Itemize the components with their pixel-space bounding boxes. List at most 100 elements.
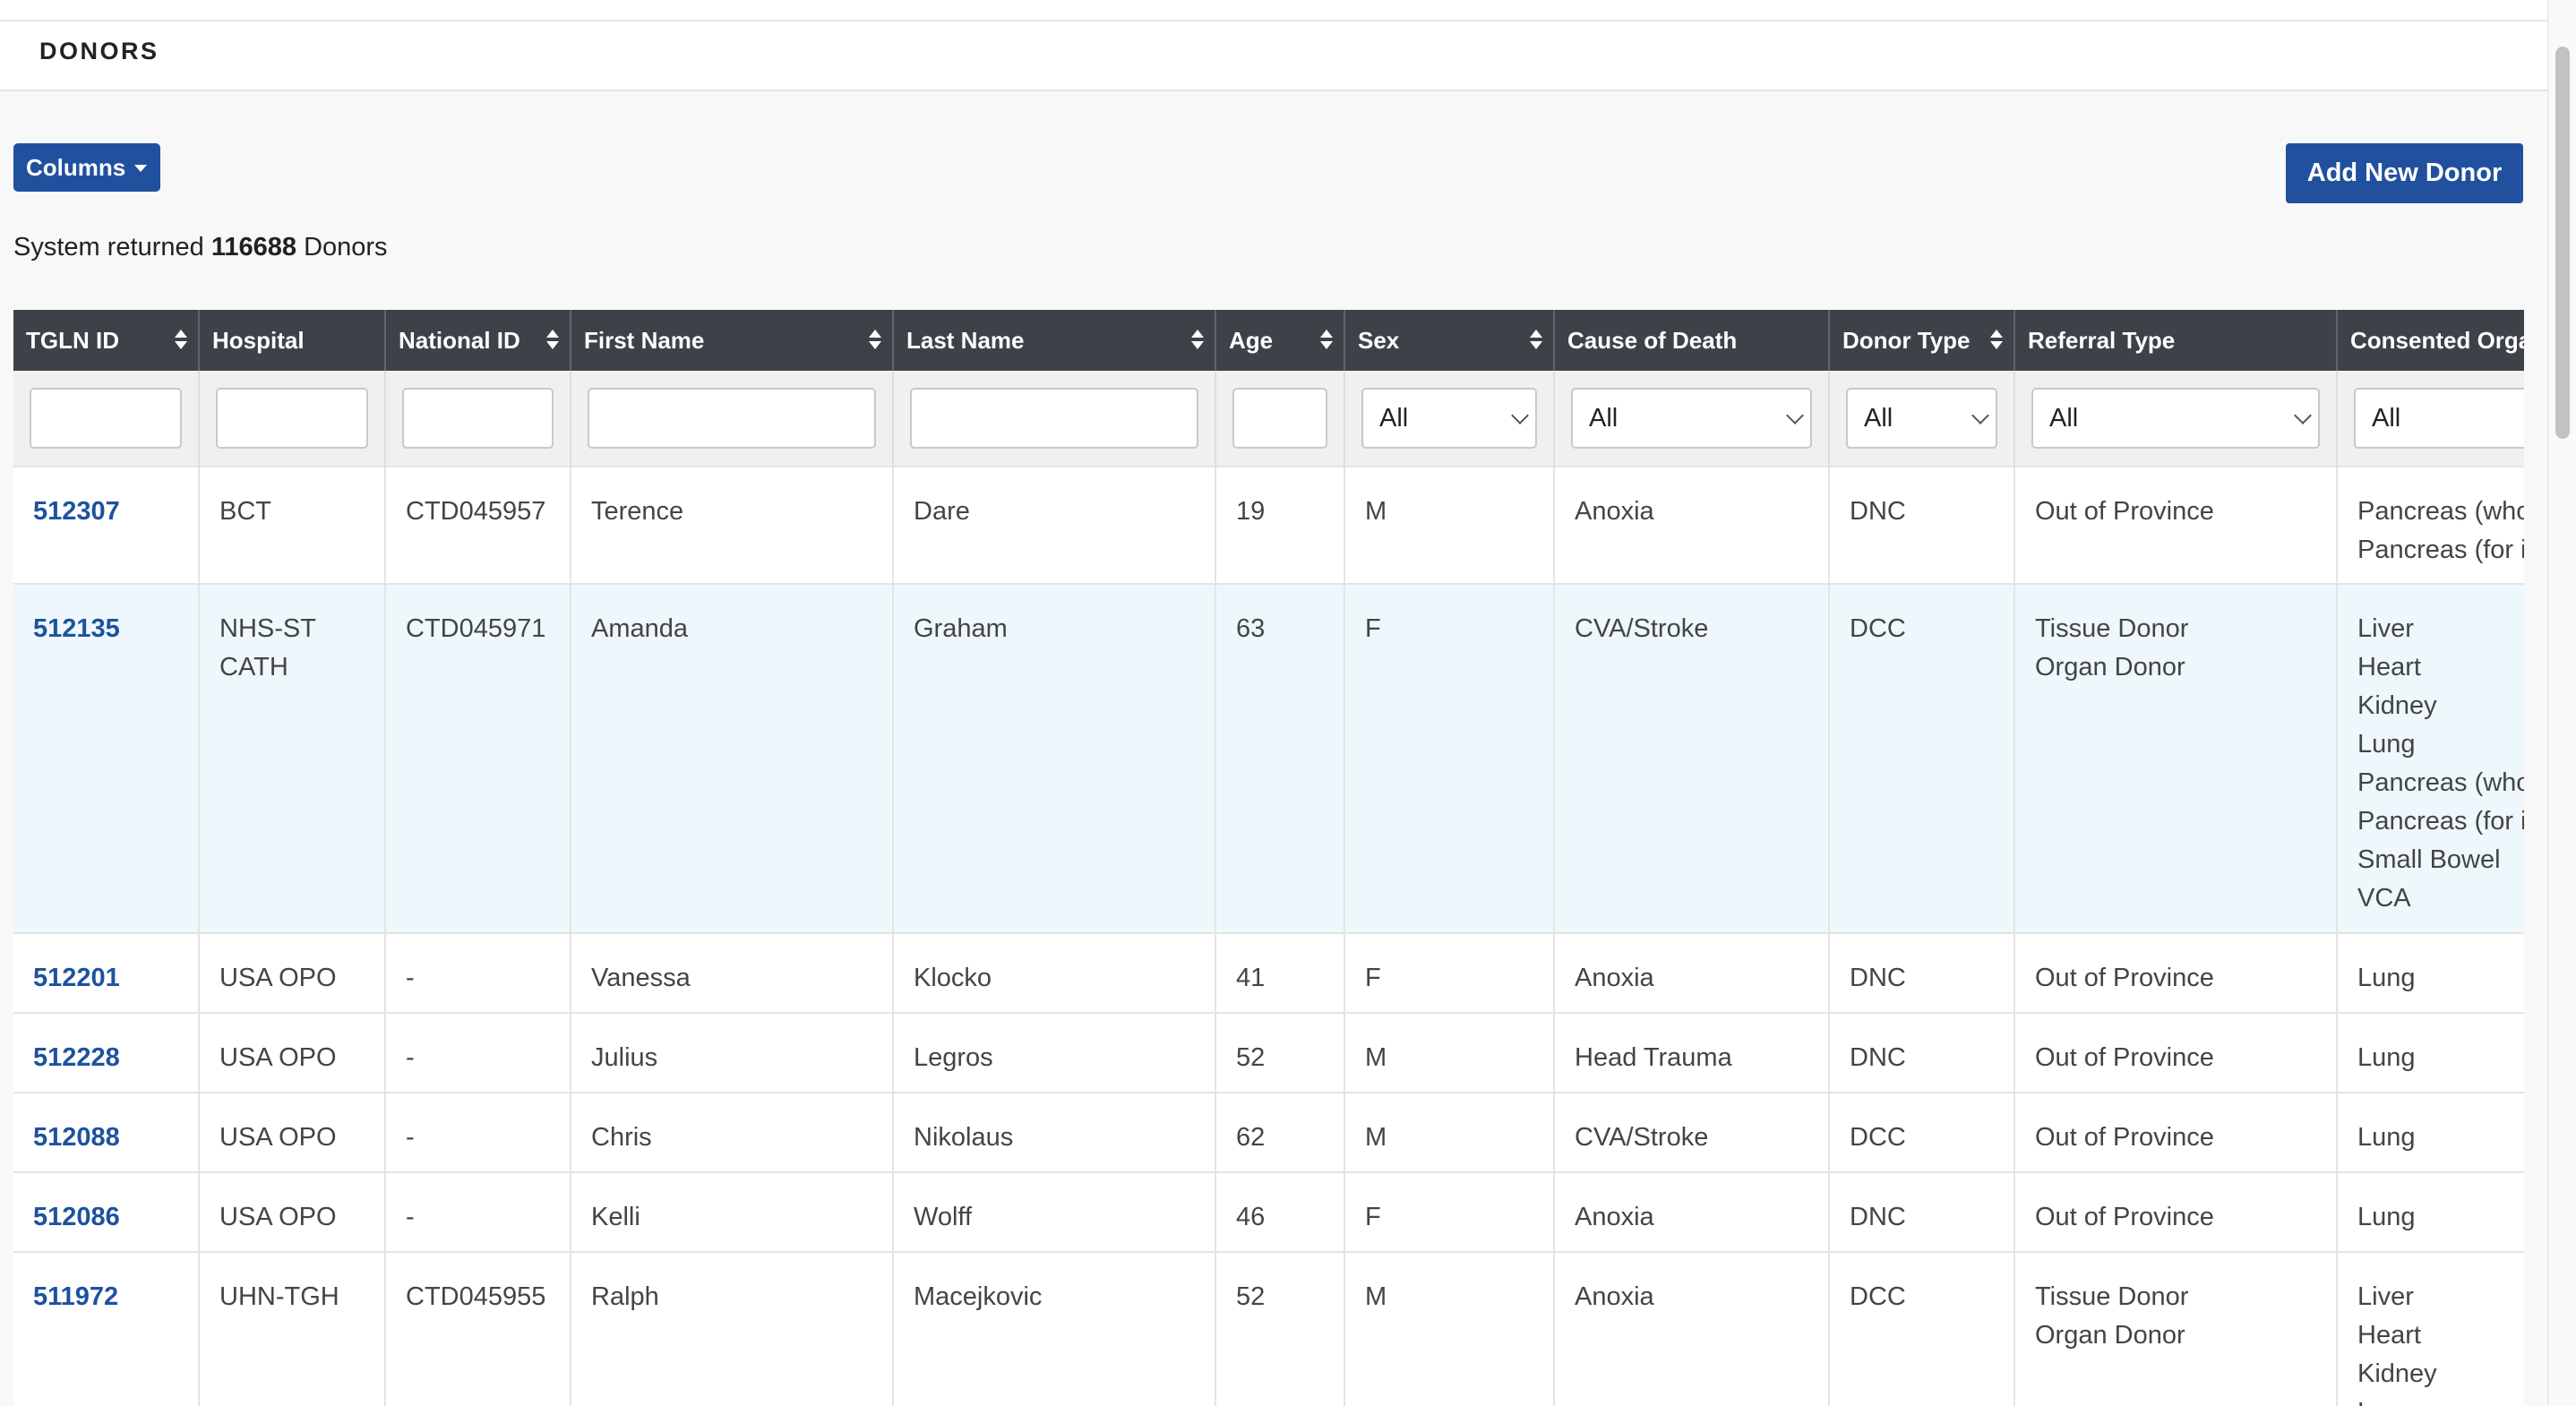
column-header-donor-type[interactable]: Donor Type [1829, 310, 2015, 371]
cause-of-death-cell: Anoxia [1575, 1203, 1654, 1231]
consented-organs-cell: Small Bowel [2357, 845, 2501, 874]
consented-organs-cell: Pancreas (for i [2357, 536, 2524, 564]
sex-filter-select[interactable]: All [1361, 388, 1537, 449]
national-id-cell: - [406, 1123, 415, 1152]
consented-organs-cell: Lung [2357, 1393, 2524, 1406]
tgln-id-link[interactable]: 512086 [33, 1203, 120, 1231]
donor-type-cell: DNC [1850, 1203, 1906, 1231]
summary-prefix: System returned [13, 233, 204, 261]
hospital-cell: USA OPO [219, 1123, 337, 1152]
caret-down-icon [134, 165, 147, 172]
sort-icon[interactable] [1320, 330, 1333, 351]
first-name-cell: Kelli [591, 1203, 640, 1231]
cause-of-death-cell: Anoxia [1575, 497, 1654, 526]
sex-cell: M [1365, 497, 1387, 526]
consented-organs-cell: Liver [2357, 1282, 2414, 1311]
sort-icon[interactable] [1530, 330, 1542, 351]
hospital-cell: USA OPO [219, 1043, 337, 1072]
table-row: 512307 BCT CTD045957 Terence Dare 19 M Anoxia DN… [13, 466, 2524, 584]
last-name-cell: Klocko [914, 964, 992, 992]
consented-organs-cell: Kidney [2357, 691, 2437, 720]
sex-cell: F [1365, 964, 1381, 992]
sort-icon[interactable] [1990, 330, 2003, 351]
age-filter-input[interactable] [1232, 388, 1327, 449]
age-cell: 52 [1236, 1282, 1266, 1311]
column-header-tgln-id[interactable]: TGLN ID [13, 310, 200, 371]
donor-type-cell: DNC [1850, 497, 1906, 526]
add-new-donor-button[interactable]: Add New Donor [2286, 143, 2523, 203]
scrollbar-thumb[interactable] [2555, 47, 2570, 439]
consented-organs-cell: Pancreas (who [2357, 497, 2524, 526]
tgln-id-filter-input[interactable] [30, 388, 182, 449]
filter-row: All All All All All [13, 371, 2524, 467]
consented-organs-cell: Lung [2357, 1123, 2416, 1152]
last-name-cell: Macejkovic [914, 1282, 1043, 1311]
last-name-filter-input[interactable] [910, 388, 1198, 449]
tgln-id-link[interactable]: 512088 [33, 1123, 120, 1152]
column-header-national-id[interactable]: National ID [385, 310, 571, 371]
donor-type-cell: DNC [1850, 964, 1906, 992]
national-id-cell: CTD045971 [406, 614, 546, 643]
cause-of-death-filter-select[interactable]: All [1571, 388, 1812, 449]
table-row: 512086 USA OPO - Kelli Wolff 46 F Anoxia DNC Out … [13, 1171, 2524, 1252]
age-cell: 52 [1236, 1043, 1266, 1072]
tgln-id-link[interactable]: 512135 [33, 614, 120, 643]
tgln-id-link[interactable]: 512201 [33, 964, 120, 992]
donors-table-container: TGLN ID Hospital National ID First Name … [13, 310, 2524, 1406]
sort-icon[interactable] [546, 330, 559, 351]
referral-type-cell: Out of Province [2035, 497, 2214, 526]
referral-type-cell: Out of Province [2035, 964, 2214, 992]
column-header-last-name[interactable]: Last Name [893, 310, 1216, 371]
hospital-cell: CATH [219, 653, 288, 682]
hospital-filter-input[interactable] [216, 388, 368, 449]
referral-type-filter-select[interactable]: All [2031, 388, 2320, 449]
page-title: DONORS [39, 38, 159, 64]
consented-organs-cell: Lung [2357, 964, 2416, 992]
tgln-id-link[interactable]: 511972 [33, 1282, 119, 1311]
first-name-cell: Vanessa [591, 964, 691, 992]
referral-type-cell: Tissue Donor [2035, 1282, 2189, 1311]
national-id-filter-input[interactable] [402, 388, 554, 449]
result-count: 116688 [210, 233, 296, 261]
consented-organs-cell: Pancreas (who [2357, 768, 2524, 797]
column-header-age[interactable]: Age [1215, 310, 1345, 371]
national-id-cell: - [406, 964, 415, 992]
consented-organs-cell: VCA [2357, 884, 2411, 913]
consented-organs-cell: Lung [2357, 1203, 2416, 1231]
donors-table: TGLN ID Hospital National ID First Name … [13, 310, 2524, 1406]
age-cell: 62 [1236, 1123, 1266, 1152]
tgln-id-link[interactable]: 512228 [33, 1043, 120, 1072]
referral-type-cell: Out of Province [2035, 1043, 2214, 1072]
sex-cell: F [1365, 614, 1381, 643]
consented-organs-cell: Heart [2357, 1321, 2421, 1350]
national-id-cell: CTD045955 [406, 1282, 546, 1311]
consented-organs-cell: Lung [2357, 730, 2416, 759]
cause-of-death-cell: Anoxia [1575, 1282, 1654, 1311]
tgln-id-link[interactable]: 512307 [33, 497, 120, 526]
sex-cell: M [1365, 1043, 1387, 1072]
first-name-filter-input[interactable] [588, 388, 876, 449]
sort-icon[interactable] [175, 330, 187, 351]
age-cell: 46 [1236, 1203, 1266, 1231]
column-header-sex[interactable]: Sex [1344, 310, 1555, 371]
cause-of-death-cell: CVA/Stroke [1575, 614, 1709, 643]
consented-organs-filter-select[interactable]: All [2354, 388, 2524, 449]
sort-icon[interactable] [869, 330, 881, 351]
referral-type-cell: Out of Province [2035, 1203, 2214, 1231]
sex-cell: M [1365, 1282, 1387, 1311]
top-bar [0, 0, 2549, 21]
last-name-cell: Nikolaus [914, 1123, 1014, 1152]
header-row: TGLN ID Hospital National ID First Name … [13, 310, 2524, 371]
columns-dropdown-button[interactable]: Columns [13, 143, 160, 192]
sort-icon[interactable] [1191, 330, 1204, 351]
vertical-scrollbar[interactable] [2547, 0, 2576, 1406]
table-row: 512228 USA OPO - Julius Legros 52 M Head Trauma… [13, 1012, 2524, 1093]
cause-of-death-cell: Head Trauma [1575, 1043, 1732, 1072]
chevron-down-icon [2294, 407, 2312, 424]
donor-type-filter-select[interactable]: All [1846, 388, 1997, 449]
first-name-cell: Amanda [591, 614, 689, 643]
column-header-first-name[interactable]: First Name [571, 310, 894, 371]
columns-button-label: Columns [26, 154, 126, 181]
first-name-cell: Julius [591, 1043, 658, 1072]
consented-organs-cell: Kidney [2357, 1359, 2437, 1388]
